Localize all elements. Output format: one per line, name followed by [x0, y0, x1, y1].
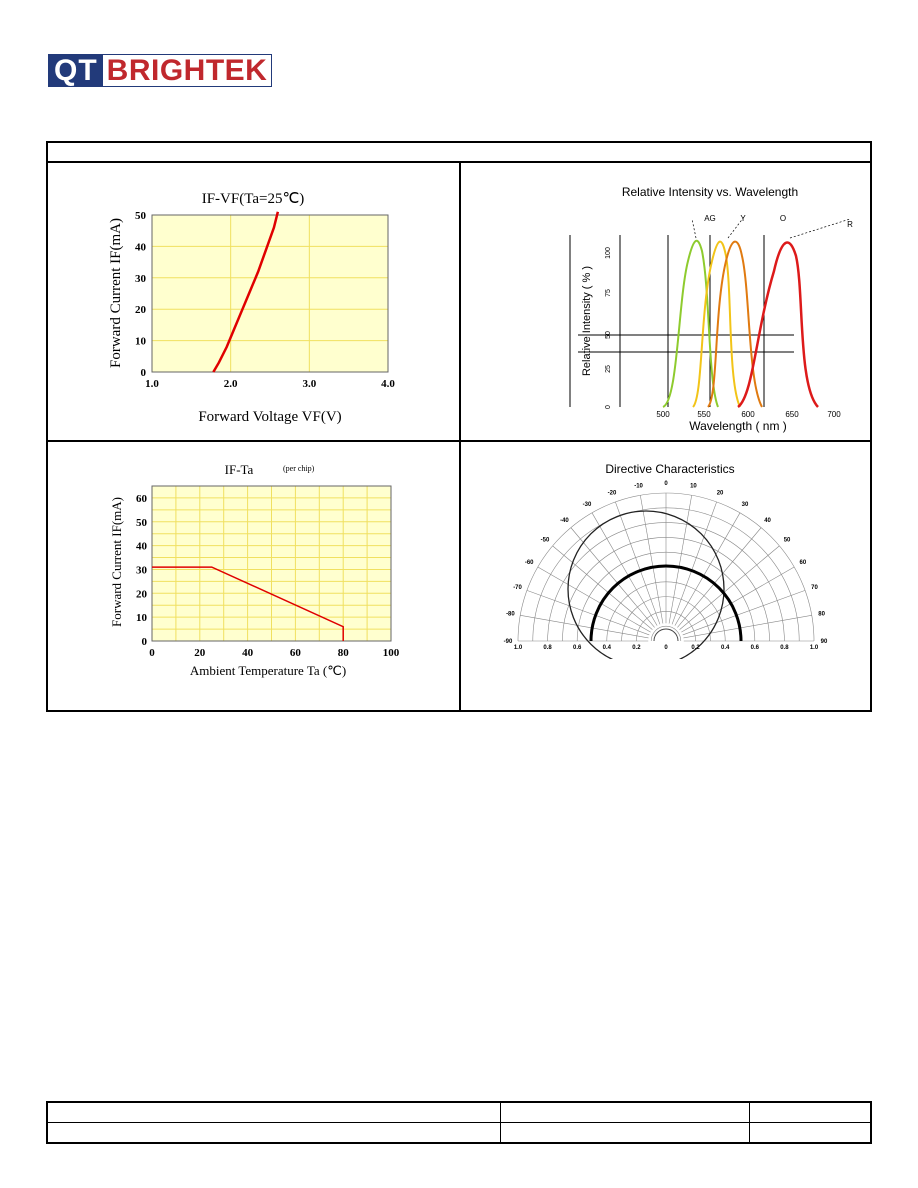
- x-tick-label: 550: [697, 410, 711, 419]
- footer-col-divider-2: [749, 1103, 750, 1142]
- curve-label-y: Y: [740, 214, 746, 223]
- angle-label: 90: [821, 639, 828, 645]
- angle-label: -40: [560, 518, 569, 524]
- curve-label-ag: AG: [704, 214, 716, 223]
- y-tick-label: 50: [605, 331, 612, 339]
- footer-col-divider-1: [500, 1103, 501, 1142]
- x-tick-label: 20: [194, 647, 206, 659]
- x-axis-label: Wavelength ( nm ): [689, 419, 787, 433]
- x-tick-label: 500: [656, 410, 670, 419]
- chart-subtitle: (per chip): [283, 464, 315, 473]
- y-axis-label: Forward Current IF(mA): [108, 218, 124, 368]
- y-tick-label: 20: [135, 304, 147, 316]
- x-tick-label: 80: [338, 647, 350, 659]
- radial-label: 1.0: [514, 645, 523, 651]
- y-tick-label: 50: [136, 517, 148, 529]
- relative-intensity-chart: Relative Intensity vs. Wavelength AG Y O…: [569, 185, 853, 433]
- angle-label: 20: [717, 491, 724, 497]
- y-tick-label: 40: [136, 541, 148, 553]
- characteristics-table: IF-VF(Ta=25℃) 1.0 2.0 3.0 4.0 0 10 20 30 40 50 Fo…: [46, 141, 872, 712]
- y-axis-label: Relative Intensity ( % ): [581, 266, 593, 376]
- footer-row-divider: [48, 1122, 870, 1123]
- table-header-divider: [48, 161, 870, 163]
- curve-label-r: R: [847, 220, 853, 229]
- x-tick-label: 0: [149, 647, 155, 659]
- x-axis-label: Ambient Temperature Ta (℃): [190, 663, 346, 678]
- series-line: [212, 211, 280, 373]
- curve-label-o: O: [780, 214, 786, 223]
- y-tick-label: 0: [605, 405, 612, 409]
- y-tick-label: 25: [605, 365, 612, 373]
- directive-characteristics-chart: Directive Characteristics -10 -20 -30 -40 -5…: [504, 462, 828, 659]
- angle-label: 80: [818, 612, 825, 618]
- radial-label: 0.2: [691, 645, 700, 651]
- curve-y: [692, 240, 741, 408]
- y-tick-label: 30: [136, 564, 148, 576]
- y-tick-label: 50: [135, 210, 147, 222]
- angle-label: 60: [799, 560, 806, 566]
- logo-brightek: BRIGHTEK: [102, 54, 273, 87]
- x-tick-label: 1.0: [145, 378, 159, 390]
- angle-label: -50: [541, 537, 550, 543]
- y-axis-label: Forward Current IF(mA): [109, 497, 124, 627]
- x-tick-label: 3.0: [302, 378, 316, 390]
- angle-label: -90: [504, 639, 513, 645]
- company-logo: QT BRIGHTEK: [48, 54, 273, 87]
- x-tick-label: 4.0: [381, 378, 395, 390]
- y-tick-label: 0: [141, 367, 147, 379]
- table-column-divider: [459, 163, 461, 710]
- radial-label: 0.4: [721, 645, 730, 651]
- radial-label: 0.8: [543, 645, 552, 651]
- radial-label: 0.4: [603, 645, 612, 651]
- angle-label: 70: [811, 585, 818, 591]
- angle-label: -20: [608, 491, 617, 497]
- x-tick-label: 600: [741, 410, 755, 419]
- y-tick-label: 10: [135, 336, 147, 348]
- curve-ag: [662, 239, 719, 408]
- y-tick-label: 100: [605, 247, 612, 259]
- radial-label: 0.6: [573, 645, 582, 651]
- y-tick-label: 10: [136, 612, 148, 624]
- angle-label: -80: [506, 612, 515, 618]
- chart-title: Relative Intensity vs. Wavelength: [622, 185, 798, 199]
- angle-label: -30: [583, 502, 592, 508]
- x-tick-label: 2.0: [224, 378, 238, 390]
- logo-qt: QT: [48, 54, 103, 87]
- y-tick-label: 40: [135, 241, 147, 253]
- chart-title: IF-Ta: [225, 462, 254, 477]
- angle-label: -10: [634, 483, 643, 489]
- curve-r: [737, 241, 819, 409]
- y-tick-label: 20: [136, 588, 148, 600]
- chart-title: IF-VF(Ta=25℃): [202, 191, 305, 207]
- y-tick-label: 0: [142, 636, 148, 648]
- x-tick-label: 650: [785, 410, 799, 419]
- if-ta-chart: IF-Ta (per chip) 0 20 40 60 80 100 0 10 20 30 40 50…: [109, 462, 400, 678]
- angle-label: 40: [764, 518, 771, 524]
- angle-label: -70: [513, 585, 522, 591]
- angle-label: 30: [742, 502, 749, 508]
- footer-table: [46, 1101, 872, 1144]
- chart-title: Directive Characteristics: [605, 462, 734, 476]
- y-tick-label: 60: [136, 493, 148, 505]
- angle-label: 10: [690, 483, 697, 489]
- angle-label: 0: [664, 481, 668, 487]
- x-tick-label: 60: [290, 647, 302, 659]
- radial-label: 0: [664, 645, 668, 651]
- x-tick-label: 700: [827, 410, 841, 419]
- y-tick-label: 30: [135, 273, 147, 285]
- radial-label: 1.0: [810, 645, 819, 651]
- x-tick-label: 40: [242, 647, 254, 659]
- curve-o: [707, 240, 763, 408]
- series-line: [152, 566, 344, 641]
- radial-label: 0.6: [751, 645, 760, 651]
- angle-label: -60: [525, 560, 534, 566]
- angle-label: 50: [784, 537, 791, 543]
- x-axis-label: Forward Voltage VF(V): [198, 409, 341, 425]
- x-tick-label: 100: [383, 647, 400, 659]
- if-vf-chart: IF-VF(Ta=25℃) 1.0 2.0 3.0 4.0 0 10 20 30 40 50 Fo…: [108, 191, 395, 425]
- y-tick-label: 75: [605, 289, 612, 297]
- radial-label: 0.8: [780, 645, 789, 651]
- radial-label: 0.2: [632, 645, 641, 651]
